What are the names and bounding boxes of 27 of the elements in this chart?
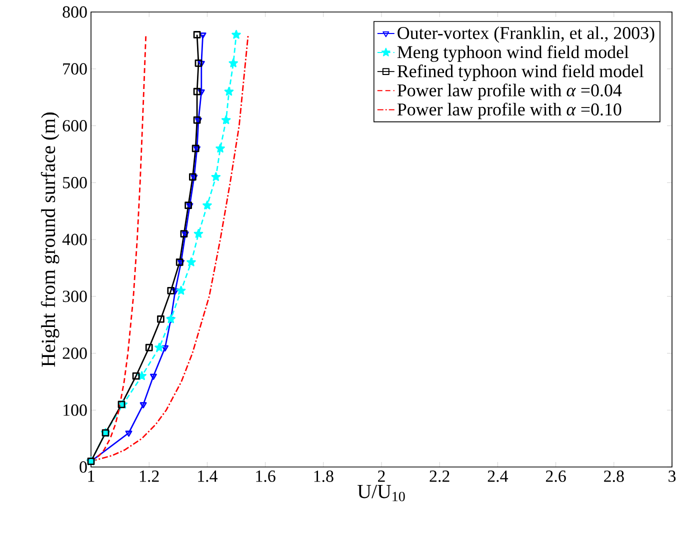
x-tick-label: 2.8 bbox=[604, 470, 624, 482]
x-tick-label: 3 bbox=[668, 470, 676, 482]
x-axis-title: U/U$_{10}$ bbox=[358, 484, 405, 502]
x-tick-label: 1.4 bbox=[198, 470, 218, 482]
x-tick-label: 1.8 bbox=[314, 470, 334, 482]
x-tick-label: 1.2 bbox=[140, 470, 159, 482]
x-tick-label: 2.4 bbox=[488, 470, 508, 482]
x-tick-label: 2 bbox=[378, 470, 385, 482]
legend-label: Meng typhoon wind field model bbox=[397, 45, 629, 62]
y-tick-label: 100 bbox=[64, 404, 87, 416]
legend-label: Outer-vortex (Franklin, et al., 2003) bbox=[398, 26, 654, 43]
legend-label: Power law profile with α =0.10 bbox=[397, 102, 622, 120]
legend-label: Refined typhoon wind field model bbox=[397, 64, 644, 82]
legend-label: Power law profile with α =0.04 bbox=[397, 84, 622, 100]
y-tick-label: 300 bbox=[62, 290, 87, 302]
y-tick-label: 200 bbox=[62, 348, 87, 359]
y-tick-label: 700 bbox=[63, 63, 87, 75]
y-tick-label: 800 bbox=[62, 6, 87, 18]
x-tick-label: 2.2 bbox=[430, 470, 450, 482]
y-axis-title: Height from ground surface (m) bbox=[40, 112, 60, 367]
y-tick-label: 400 bbox=[62, 234, 87, 246]
x-tick-label: 1 bbox=[88, 470, 94, 482]
y-tick-label: 500 bbox=[63, 176, 87, 188]
y-tick-label: 0 bbox=[80, 461, 87, 473]
x-tick-label: 1.6 bbox=[256, 470, 276, 482]
y-tick-label: 600 bbox=[62, 120, 87, 132]
x-tick-label: 2.6 bbox=[546, 470, 566, 482]
